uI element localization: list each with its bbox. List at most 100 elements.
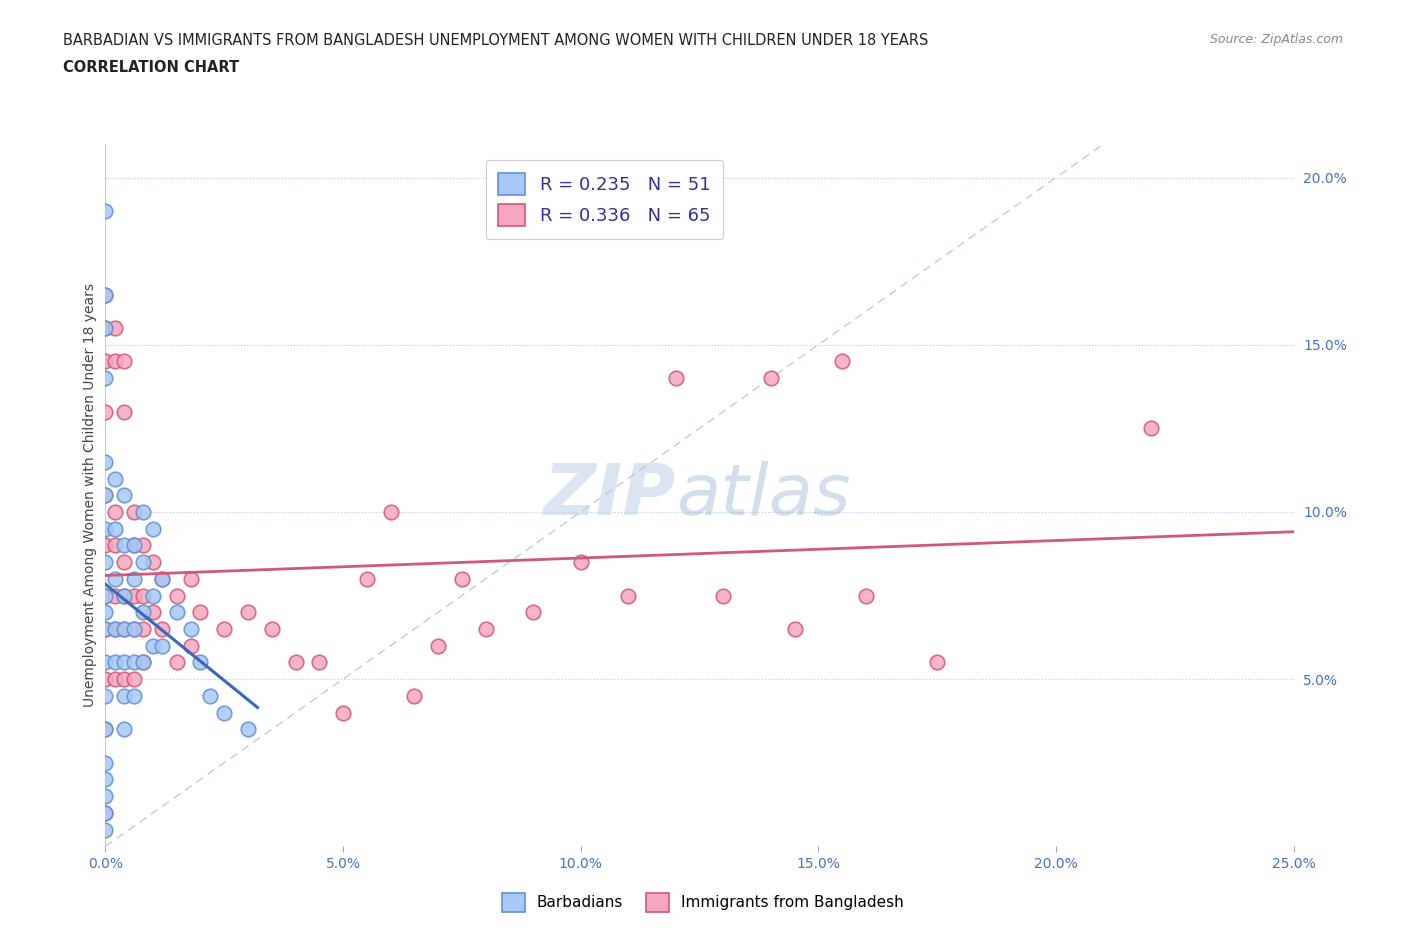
Point: [236, 604, 259, 619]
Legend: R = 0.235   N = 51, R = 0.336   N = 65: R = 0.235 N = 51, R = 0.336 N = 65: [485, 160, 723, 239]
Point: [94, 755, 117, 770]
Point: [114, 621, 136, 636]
Point: [114, 405, 136, 419]
Point: [122, 504, 145, 519]
Point: [236, 722, 259, 737]
Text: CORRELATION CHART: CORRELATION CHART: [63, 60, 239, 75]
Point: [122, 671, 145, 686]
Point: [104, 521, 127, 536]
Point: [925, 655, 948, 670]
Point: [132, 588, 155, 603]
Point: [94, 354, 117, 369]
Point: [190, 655, 212, 670]
Point: [94, 321, 117, 336]
Point: [132, 604, 155, 619]
Point: [427, 638, 450, 653]
Point: [114, 488, 136, 503]
Point: [94, 321, 117, 336]
Point: [104, 588, 127, 603]
Point: [94, 287, 117, 302]
Point: [190, 604, 212, 619]
Point: [152, 621, 174, 636]
Point: [166, 655, 188, 670]
Point: [114, 588, 136, 603]
Point: [94, 455, 117, 470]
Point: [356, 571, 378, 586]
Point: [166, 588, 188, 603]
Point: [104, 621, 127, 636]
Point: [94, 405, 117, 419]
Point: [122, 571, 145, 586]
Point: [1140, 421, 1163, 436]
Point: [122, 655, 145, 670]
Point: [94, 554, 117, 569]
Y-axis label: Unemployment Among Women with Children Under 18 years: Unemployment Among Women with Children U…: [83, 284, 97, 707]
Point: [132, 538, 155, 552]
Text: Source: ZipAtlas.com: Source: ZipAtlas.com: [1209, 33, 1343, 46]
Point: [104, 621, 127, 636]
Point: [94, 604, 117, 619]
Point: [94, 204, 117, 219]
Point: [104, 354, 127, 369]
Point: [404, 688, 426, 703]
Point: [122, 538, 145, 552]
Point: [114, 354, 136, 369]
Point: [114, 722, 136, 737]
Point: [114, 655, 136, 670]
Text: BARBADIAN VS IMMIGRANTS FROM BANGLADESH UNEMPLOYMENT AMONG WOMEN WITH CHILDREN U: BARBADIAN VS IMMIGRANTS FROM BANGLADESH …: [63, 33, 928, 47]
Point: [94, 671, 117, 686]
Point: [214, 621, 236, 636]
Point: [94, 287, 117, 302]
Point: [122, 621, 145, 636]
Point: [104, 321, 127, 336]
Point: [114, 671, 136, 686]
Point: [142, 554, 165, 569]
Point: [104, 538, 127, 552]
Point: [104, 671, 127, 686]
Point: [142, 588, 165, 603]
Point: [94, 521, 117, 536]
Point: [114, 554, 136, 569]
Point: [104, 472, 127, 486]
Point: [94, 488, 117, 503]
Point: [132, 621, 155, 636]
Point: [94, 538, 117, 552]
Point: [260, 621, 283, 636]
Point: [450, 571, 472, 586]
Text: atlas: atlas: [676, 460, 851, 530]
Point: [122, 621, 145, 636]
Point: [380, 504, 402, 519]
Point: [152, 571, 174, 586]
Point: [132, 554, 155, 569]
Point: [104, 655, 127, 670]
Point: [94, 805, 117, 820]
Point: [617, 588, 640, 603]
Point: [94, 722, 117, 737]
Point: [152, 638, 174, 653]
Point: [783, 621, 806, 636]
Point: [94, 488, 117, 503]
Point: [166, 604, 188, 619]
Point: [114, 688, 136, 703]
Point: [711, 588, 734, 603]
Point: [114, 538, 136, 552]
Point: [198, 688, 221, 703]
Point: [94, 655, 117, 670]
Point: [94, 722, 117, 737]
Point: [94, 588, 117, 603]
Point: [94, 588, 117, 603]
Point: [122, 538, 145, 552]
Point: [94, 805, 117, 820]
Point: [122, 588, 145, 603]
Point: [284, 655, 307, 670]
Point: [214, 705, 236, 720]
Point: [142, 604, 165, 619]
Point: [180, 571, 202, 586]
Point: [114, 588, 136, 603]
Point: [474, 621, 496, 636]
Point: [122, 688, 145, 703]
Point: [180, 621, 202, 636]
Point: [522, 604, 544, 619]
Point: [152, 571, 174, 586]
Point: [132, 655, 155, 670]
